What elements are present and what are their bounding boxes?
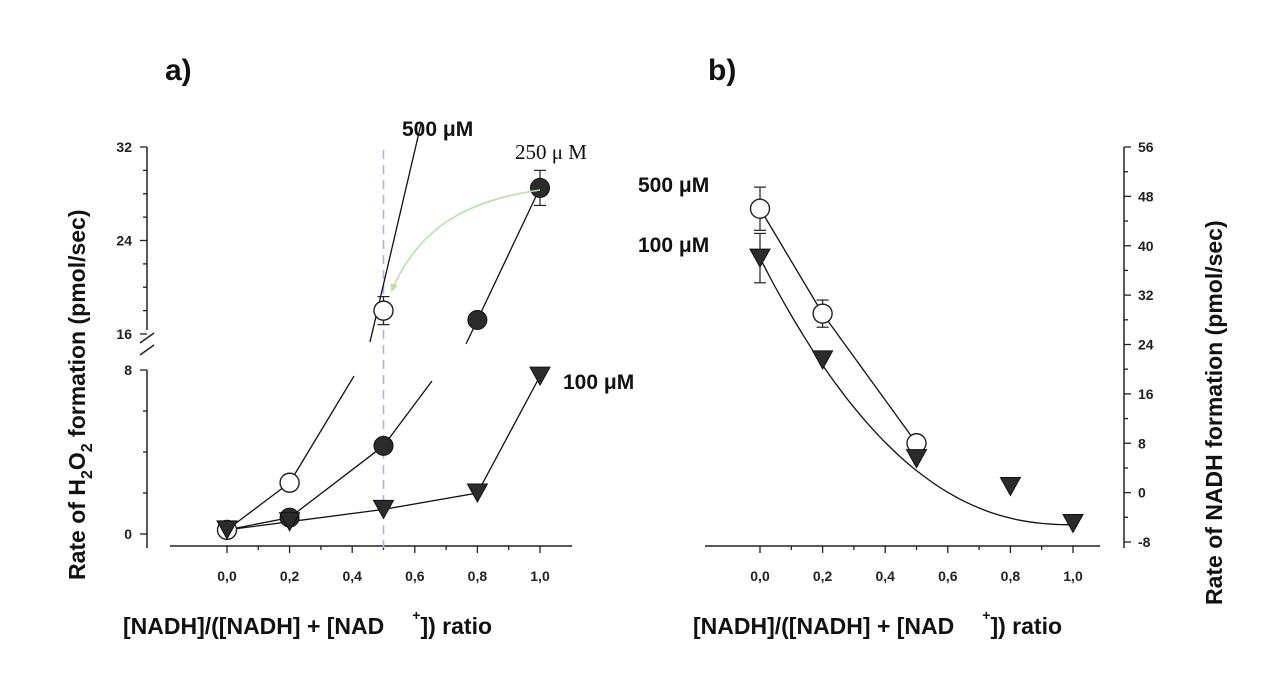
y-tick-label-0: -8 — [1138, 534, 1151, 550]
x-tick-label-3: 0,6 — [405, 568, 425, 584]
panel-b-series-lines — [754, 186, 1073, 526]
panel-a-x-title: [NADH]/([NADH] + [NAD +]) ratio — [123, 607, 492, 639]
point-1-0 — [749, 248, 771, 269]
panel-b-y-title: Rate of NADH formation (pmol/sec) — [1201, 220, 1227, 605]
panel-a-label-250: 250 μ M — [515, 140, 587, 164]
y-title-sub-2b: 2 — [79, 443, 96, 452]
point-2-4 — [529, 366, 551, 387]
y-title-part-o: O — [64, 452, 90, 470]
y-tick-label-7: 48 — [1138, 188, 1154, 204]
x-tick-label-0: 0,0 — [217, 568, 237, 584]
point-1-1 — [373, 435, 394, 456]
panel-b-ticks: 0,0 0,2 0,4 0,6 0,8 1,0 -8 0 8 16 24 32 40 48 56 — [750, 139, 1154, 584]
y-title-part-1: Rate of H — [64, 479, 90, 580]
panel-a: a) 0,0 0,2 0,4 0,6 0,8 1,0 0 8 16 24 32 500 μM 250… — [64, 54, 634, 639]
line-250-seg-2 — [382, 380, 433, 447]
line-250-seg-0 — [226, 516, 290, 531]
line-500 — [759, 208, 918, 444]
y-tick-label-4: 24 — [1138, 337, 1154, 353]
y-tick-label-6: 40 — [1138, 238, 1154, 254]
panel-a-markers — [216, 177, 551, 541]
point-1-1 — [811, 350, 834, 370]
x-title-sup: + — [412, 607, 420, 623]
point-1-4 — [1062, 513, 1084, 534]
y-tick-label-upper-1: 24 — [116, 233, 132, 249]
x-tick-label-2: 0,4 — [342, 568, 362, 584]
y-tick-label-lower-0: 0 — [124, 526, 132, 542]
x-tick-label-5: 1,0 — [530, 568, 550, 584]
x-tick-label-4: 0,8 — [468, 568, 488, 584]
x-title-sup: + — [982, 607, 990, 623]
panel-b: b) 0,0 0,2 0,4 0,6 0,8 1,0 -8 0 8 16 24 32 40 48 56 50… — [638, 54, 1227, 639]
x-title-main: [NADH]/([NADH] + [NAD — [693, 613, 954, 639]
x-tick-label-1: 0,2 — [813, 568, 833, 584]
panel-b-x-title: [NADH]/([NADH] + [NAD +]) ratio — [693, 607, 1062, 639]
panel-b-markers — [749, 198, 1084, 534]
y-tick-label-lower-1: 8 — [124, 362, 132, 378]
point-1-3 — [999, 476, 1022, 497]
point-2-3 — [466, 483, 489, 504]
point-2-1 — [278, 512, 301, 532]
line-100-fit — [759, 257, 1073, 526]
x-title-main: [NADH]/([NADH] + [NAD — [123, 613, 384, 639]
point-1-2 — [905, 449, 928, 469]
panel-a-ticks: 0,0 0,2 0,4 0,6 0,8 1,0 0 8 16 24 32 — [116, 139, 550, 584]
panel-b-label-100: 100 μM — [638, 234, 709, 257]
y-tick-label-1: 0 — [1138, 485, 1146, 501]
panel-a-series-lines — [226, 123, 546, 531]
y-title-part-rest: formation (pmol/sec) — [64, 209, 90, 443]
y-tick-label-upper-0: 16 — [116, 326, 132, 342]
point-2-2 — [372, 499, 395, 520]
point-2-0 — [216, 520, 238, 540]
point-1-2 — [467, 309, 488, 330]
y-title-sub-2: 2 — [79, 470, 96, 479]
point-0-1 — [812, 303, 833, 324]
x-tick-label-0: 0,0 — [750, 568, 770, 584]
panel-a-label: a) — [165, 54, 192, 87]
y-tick-label-2: 8 — [1138, 435, 1146, 451]
x-title-tail: ]) ratio — [420, 613, 492, 639]
x-title-tail: ]) ratio — [990, 613, 1062, 639]
panel-b-label: b) — [708, 54, 736, 87]
line-250-seg-1 — [289, 445, 384, 519]
y-tick-label-5: 32 — [1138, 287, 1154, 303]
point-0-0 — [749, 198, 771, 219]
x-tick-label-2: 0,4 — [875, 568, 895, 584]
y-tick-label-3: 16 — [1138, 386, 1154, 402]
line-500-seg-2 — [289, 375, 355, 484]
y-tick-label-upper-2: 32 — [116, 139, 132, 155]
x-tick-label-5: 1,0 — [1063, 568, 1083, 584]
line-500-seg-1 — [226, 482, 290, 531]
point-0-1 — [279, 472, 300, 493]
panel-a-label-100: 100 μM — [563, 371, 634, 394]
x-tick-label-3: 0,6 — [938, 568, 958, 584]
panel-a-annotation-arrow — [390, 189, 541, 292]
point-1-3 — [530, 177, 550, 198]
x-tick-label-1: 0,2 — [280, 568, 300, 584]
point-0-2 — [373, 300, 394, 321]
x-tick-label-4: 0,8 — [1001, 568, 1021, 584]
panel-a-axis-break-mark-1 — [139, 332, 155, 344]
y-tick-label-8: 56 — [1138, 139, 1154, 155]
panel-a-axis-break-mark-2 — [139, 344, 155, 356]
panel-a-label-500: 500 μM — [402, 118, 473, 141]
panel-b-label-500: 500 μM — [638, 174, 709, 197]
panel-a-y-title: Rate of H2O2 formation (pmol/sec) — [64, 209, 96, 580]
